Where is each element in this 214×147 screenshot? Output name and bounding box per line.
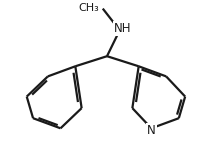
- Text: NH: NH: [114, 22, 132, 35]
- Text: N: N: [147, 124, 156, 137]
- Text: CH₃: CH₃: [79, 3, 100, 13]
